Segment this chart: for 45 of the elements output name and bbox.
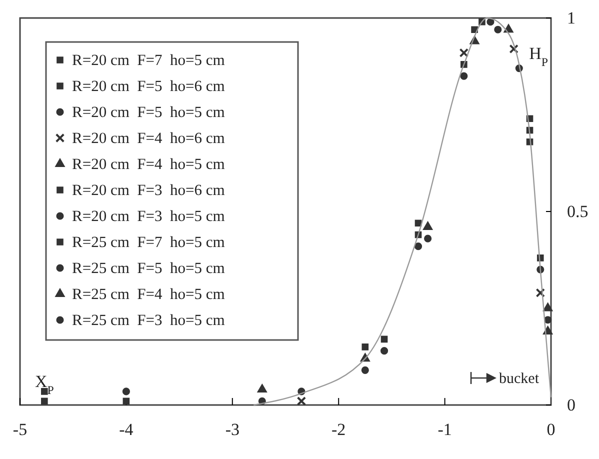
point [257,384,268,393]
annotation: bucket [499,371,540,387]
y-tick-label: 1 [567,8,576,28]
legend-label: R=25 cm F=7 ho=5 cm [72,234,225,251]
point [362,344,369,350]
x-tick-label: -5 [12,420,28,440]
legend-label: R=25 cm F=4 ho=5 cm [72,286,225,303]
y-tick-label: 0.5 [567,202,588,221]
legend-label: R=25 cm F=3 ho=5 cm [72,312,225,329]
point [460,72,468,80]
point [509,44,518,54]
legend-label: R=20 cm F=4 ho=6 cm [72,130,225,147]
line-series [253,17,552,406]
legend-label: R=20 cm F=3 ho=5 cm [72,208,225,225]
x-tick-label: 0 [546,420,556,440]
point [380,347,388,355]
point [422,221,433,230]
point [494,26,502,34]
point [380,336,388,343]
point [41,388,48,395]
point [414,242,422,250]
point [414,220,422,227]
point [41,398,48,405]
legend-label: R=20 cm F=5 ho=5 cm [72,104,225,121]
point [122,398,130,405]
point [486,18,494,26]
point [122,388,130,396]
legend-label: R=20 cm F=7 ho=5 cm [72,52,225,69]
point [536,288,546,298]
point [361,366,369,374]
x-tick-label: -3 [225,420,240,440]
x-tick-label: -1 [438,420,452,440]
legend-label: R=20 cm F=4 ho=5 cm [72,156,225,173]
legend-label: R=20 cm F=5 ho=6 cm [72,78,225,95]
legend-label: R=25 cm F=5 ho=5 cm [72,260,225,277]
annotation: H$_{P}$ [529,44,548,70]
point [424,234,432,242]
x-tick-label: -4 [119,420,134,440]
point [459,48,469,58]
legend-label: R=20 cm F=3 ho=6 cm [72,182,225,199]
point [544,316,552,324]
point [542,302,553,312]
x-tick-label: -2 [332,420,346,440]
y-tick-label: 0 [567,395,576,414]
point [296,396,306,406]
